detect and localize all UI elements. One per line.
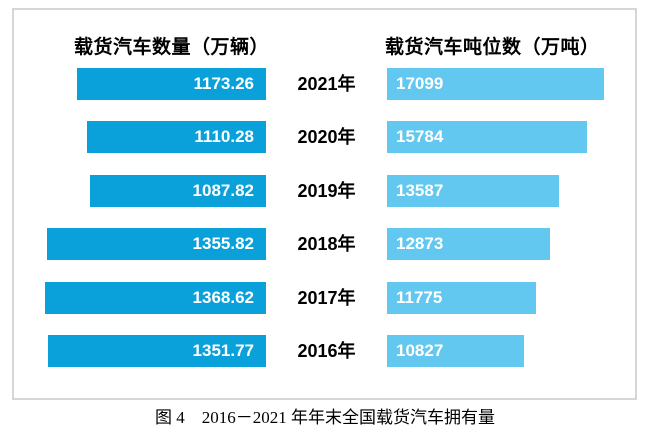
truck-count-value: 1351.77 bbox=[192, 341, 254, 360]
truck-count-value: 1173.26 bbox=[193, 73, 254, 93]
chart-row: 1110.28 2020年 15784 bbox=[14, 121, 635, 153]
truck-tonnage-bar: 17099 bbox=[387, 67, 604, 100]
chart-row: 1351.77 2016年 10827 bbox=[14, 335, 635, 367]
truck-tonnage-value: 15784 bbox=[396, 127, 444, 146]
truck-count-bar: 1173.26 bbox=[76, 67, 266, 100]
truck-count-value: 1368.62 bbox=[192, 287, 254, 307]
year-label: 2016年 bbox=[297, 341, 356, 361]
chart-row: 1173.26 2021年 17099 bbox=[14, 67, 635, 100]
year-label: 2020年 bbox=[297, 127, 356, 147]
truck-tonnage-value: 11775 bbox=[396, 287, 443, 307]
truck-count-bar: 1351.77 bbox=[47, 335, 266, 367]
year-label: 2017年 bbox=[297, 287, 356, 308]
figure-caption: 图 4 2016－2021 年年末全国载货汽车拥有量 bbox=[155, 408, 495, 427]
truck-tonnage-bar: 11775 bbox=[387, 281, 537, 314]
year-label: 2021年 bbox=[297, 73, 356, 94]
year-label: 2018年 bbox=[297, 234, 356, 254]
truck-tonnage-bar: 15784 bbox=[387, 121, 588, 153]
year-label: 2019年 bbox=[297, 180, 356, 201]
truck-tonnage-value: 17099 bbox=[396, 73, 444, 93]
left-series-title: 载货汽车数量（万辆） bbox=[74, 37, 270, 58]
truck-count-bar: 1087.82 bbox=[90, 174, 266, 207]
truck-count-bar: 1355.82 bbox=[47, 228, 266, 260]
truck-count-bar: 1110.28 bbox=[86, 121, 266, 153]
truck-count-value: 1355.82 bbox=[192, 234, 254, 253]
right-series-title: 载货汽车吨位数（万吨） bbox=[385, 37, 600, 58]
chart-frame: 载货汽车数量（万辆） 载货汽车吨位数（万吨） 1173.26 2021年 17099… bbox=[12, 8, 637, 400]
chart-row: 1368.62 2017年 11775 bbox=[14, 281, 635, 314]
truck-tonnage-bar: 10827 bbox=[387, 335, 525, 367]
truck-tonnage-bar: 13587 bbox=[387, 174, 560, 207]
truck-tonnage-bar: 12873 bbox=[387, 228, 551, 260]
chart-row: 1355.82 2018年 12873 bbox=[14, 228, 635, 260]
chart-row: 1087.82 2019年 13587 bbox=[14, 174, 635, 207]
truck-count-value: 1110.28 bbox=[194, 127, 254, 146]
truck-count-bar: 1368.62 bbox=[45, 281, 266, 314]
truck-count-value: 1087.82 bbox=[192, 180, 254, 200]
truck-tonnage-value: 12873 bbox=[396, 234, 444, 253]
truck-tonnage-value: 10827 bbox=[396, 341, 444, 360]
truck-tonnage-value: 13587 bbox=[396, 180, 444, 200]
